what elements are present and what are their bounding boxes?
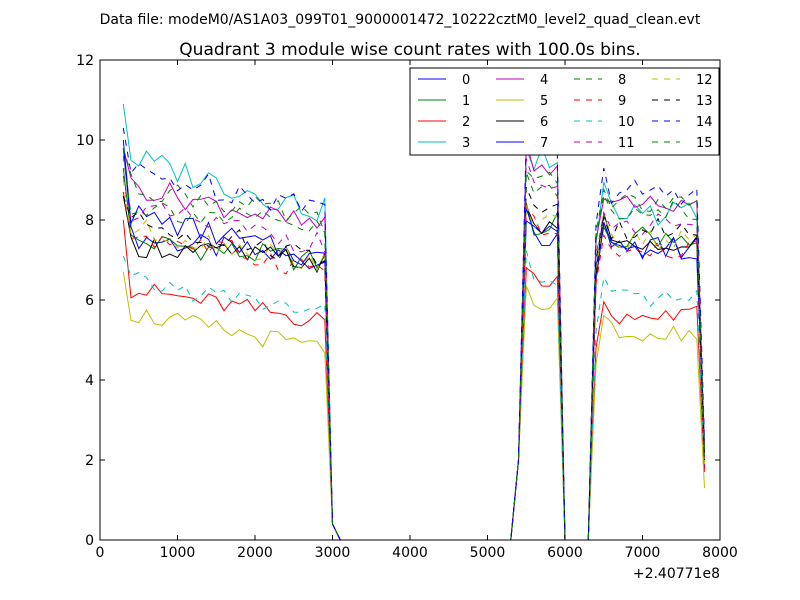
chart-suptitle: Data file: modeM0/AS1A03_099T01_90000014… bbox=[100, 12, 701, 28]
y-tick-label: 6 bbox=[85, 293, 94, 309]
legend-label-8: 8 bbox=[618, 73, 626, 88]
chart-title: Quadrant 3 module wise count rates with … bbox=[179, 40, 640, 60]
legend-label-7: 7 bbox=[540, 136, 548, 151]
x-tick-label: 2000 bbox=[237, 545, 273, 561]
x-tick-label: 4000 bbox=[392, 545, 428, 561]
y-tick-label: 2 bbox=[85, 453, 94, 469]
legend-label-6: 6 bbox=[540, 115, 548, 130]
legend-label-10: 10 bbox=[618, 115, 635, 130]
legend-label-9: 9 bbox=[618, 94, 626, 109]
plot-frame bbox=[99, 59, 721, 541]
series-line-13 bbox=[122, 187, 705, 541]
x-tick-label: 5000 bbox=[470, 545, 506, 561]
series-line-12 bbox=[122, 179, 705, 541]
legend-label-15: 15 bbox=[696, 136, 713, 151]
x-tick-label: 3000 bbox=[315, 545, 351, 561]
y-tick-label: 0 bbox=[85, 533, 94, 549]
legend-label-5: 5 bbox=[540, 94, 548, 109]
x-tick-label: 6000 bbox=[547, 545, 583, 561]
legend-label-2: 2 bbox=[462, 115, 470, 130]
axis-ticks: 0 1000 2000 3000 4000 5000 6000 7000 80000246810… bbox=[76, 53, 738, 561]
plot-lines bbox=[122, 103, 705, 541]
legend-box bbox=[409, 67, 720, 156]
series-line-10 bbox=[122, 250, 705, 541]
y-tick-label: 12 bbox=[76, 53, 94, 69]
x-tick-label: 1000 bbox=[160, 545, 196, 561]
series-line-14 bbox=[122, 127, 705, 541]
legend-label-13: 13 bbox=[696, 94, 713, 109]
series-line-11 bbox=[122, 158, 705, 541]
series-line-7 bbox=[122, 139, 705, 541]
y-tick-label: 8 bbox=[85, 213, 94, 229]
legend-label-3: 3 bbox=[462, 136, 470, 151]
x-offset-label: +2.40771e8 bbox=[633, 566, 720, 582]
series-line-2 bbox=[122, 219, 705, 541]
legend-label-1: 1 bbox=[462, 94, 470, 109]
series-line-5 bbox=[122, 271, 705, 541]
series-line-4 bbox=[122, 142, 705, 541]
legend-label-12: 12 bbox=[696, 73, 713, 88]
y-tick-label: 4 bbox=[85, 373, 94, 389]
legend-label-0: 0 bbox=[462, 73, 470, 88]
x-tick-label: 0 bbox=[96, 545, 105, 561]
legend-label-4: 4 bbox=[540, 73, 548, 88]
y-tick-label: 10 bbox=[76, 133, 94, 149]
legend-label-11: 11 bbox=[618, 136, 635, 151]
x-tick-label: 7000 bbox=[625, 545, 661, 561]
x-tick-label: 8000 bbox=[702, 545, 738, 561]
series-line-0 bbox=[122, 147, 705, 541]
series-line-8 bbox=[122, 147, 705, 541]
legend-label-14: 14 bbox=[696, 115, 713, 130]
